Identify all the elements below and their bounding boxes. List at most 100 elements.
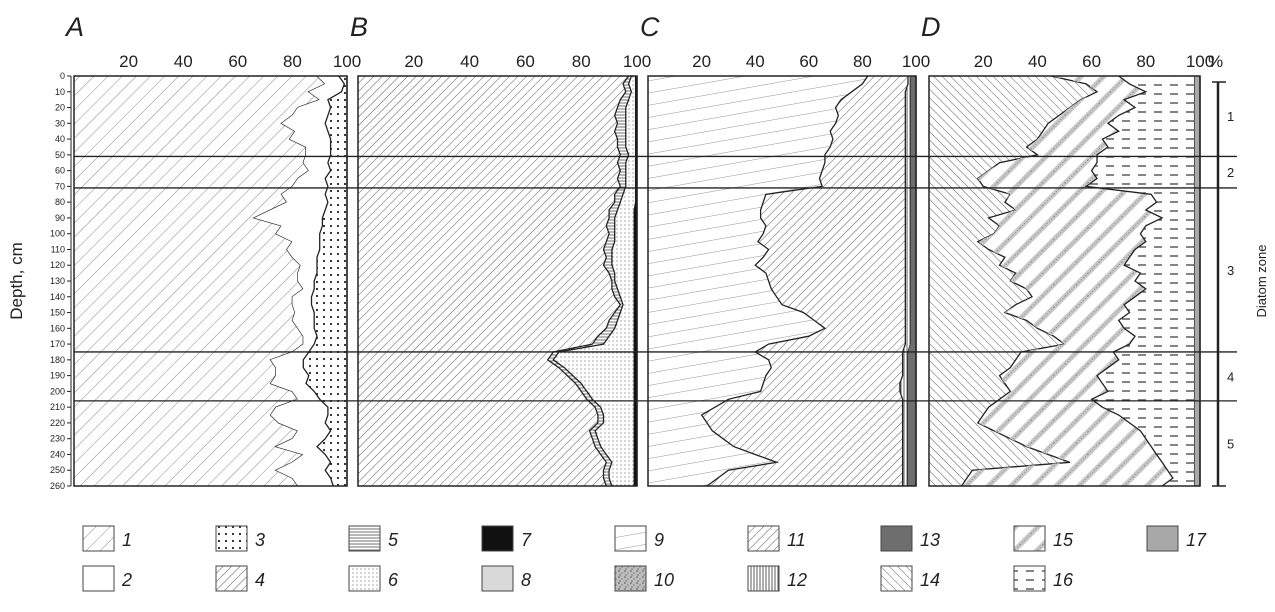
depth-tick-label: 100 xyxy=(50,229,65,239)
panel-frame xyxy=(928,75,1201,487)
zone-label: 5 xyxy=(1227,436,1234,451)
legend-label-10: 10 xyxy=(654,570,674,590)
band-series-11 xyxy=(701,76,908,486)
panel-letter: B xyxy=(350,12,368,42)
legend-label-7: 7 xyxy=(521,530,532,550)
depth-tick-label: 180 xyxy=(50,355,65,365)
x-tick-label: 100 xyxy=(333,52,361,71)
depth-tick-label: 150 xyxy=(50,308,65,318)
depth-tick-label: 60 xyxy=(55,166,65,176)
y-axis-title: Depth, cm xyxy=(7,242,26,319)
legend-label-11: 11 xyxy=(787,530,806,550)
band-series-13 xyxy=(908,76,916,486)
legend-label-16: 16 xyxy=(1053,570,1074,590)
panel-d: D 20 40 60 80 100 xyxy=(921,12,1214,487)
x-tick-label: 100 xyxy=(1186,52,1214,71)
panel-letter: C xyxy=(640,12,660,42)
depth-tick-label: 200 xyxy=(50,386,65,396)
depth-tick-label: 10 xyxy=(55,87,65,97)
x-tick-label: 40 xyxy=(174,52,193,71)
panel-a: A 20 40 60 80 100 xyxy=(64,12,361,487)
zone-label: 3 xyxy=(1227,263,1234,278)
x-tick-label: 20 xyxy=(404,52,423,71)
legend-label-13: 13 xyxy=(920,530,940,550)
panel-frame xyxy=(647,75,917,487)
x-tick-label: 20 xyxy=(119,52,138,71)
legend-swatch-10 xyxy=(614,565,647,592)
x-tick-label: 40 xyxy=(746,52,765,71)
x-tick-label: 20 xyxy=(692,52,711,71)
x-tick-label: 80 xyxy=(1136,52,1155,71)
x-tick-label: 60 xyxy=(516,52,535,71)
legend-swatch-7 xyxy=(481,525,514,552)
legend-label-2: 2 xyxy=(121,570,132,590)
legend-label-9: 9 xyxy=(654,530,664,550)
x-tick-label: 100 xyxy=(623,52,651,71)
legend-swatch-11 xyxy=(747,525,780,552)
legend-swatch-13 xyxy=(880,525,913,552)
panel-letter: D xyxy=(921,12,941,42)
legend-swatch-12 xyxy=(747,565,780,592)
depth-tick-label: 160 xyxy=(50,323,65,333)
band-series-16 xyxy=(1086,76,1195,486)
x-tick-label: 80 xyxy=(853,52,872,71)
legend-swatch-1 xyxy=(82,525,115,552)
legend-label-12: 12 xyxy=(787,570,807,590)
depth-tick-label: 90 xyxy=(55,213,65,223)
legend-swatch-5 xyxy=(348,525,381,552)
legend-swatch-14 xyxy=(880,565,913,592)
band-series-6 xyxy=(553,76,636,486)
legend-swatch-15 xyxy=(1013,525,1046,552)
legend-label-17: 17 xyxy=(1186,530,1207,550)
band-series-14 xyxy=(929,76,1097,486)
legend-label-15: 15 xyxy=(1053,530,1074,550)
depth-tick-label: 30 xyxy=(55,118,65,128)
depth-tick-label: 140 xyxy=(50,292,65,302)
legend-label-4: 4 xyxy=(255,570,265,590)
zone-label: 2 xyxy=(1227,165,1234,180)
band-series-3 xyxy=(303,76,347,486)
band-series-17 xyxy=(1194,76,1200,486)
x-tick-label: 60 xyxy=(228,52,247,71)
panel-letter: A xyxy=(64,12,84,42)
x-tick-label: 40 xyxy=(1028,52,1047,71)
depth-tick-label: 120 xyxy=(50,260,65,270)
legend-label-6: 6 xyxy=(388,570,399,590)
legend-swatch-2 xyxy=(82,565,115,592)
depth-tick-label: 40 xyxy=(55,134,65,144)
depth-tick-label: 260 xyxy=(50,481,65,491)
band-series-4 xyxy=(358,76,629,486)
x-tick-label: 100 xyxy=(902,52,930,71)
zone-label: 1 xyxy=(1227,109,1234,124)
legend-swatch-17 xyxy=(1146,525,1179,552)
percent-symbol: % xyxy=(1208,52,1223,71)
x-tick-label: 80 xyxy=(572,52,591,71)
x-tick-label: 40 xyxy=(460,52,479,71)
panel-c: C 20 40 60 80 100 xyxy=(640,12,930,487)
legend-label-1: 1 xyxy=(122,530,132,550)
depth-tick-label: 80 xyxy=(55,197,65,207)
x-tick-label: 80 xyxy=(283,52,302,71)
band-series-2 xyxy=(254,76,345,486)
depth-tick-label: 110 xyxy=(51,244,65,254)
panel-frame xyxy=(357,75,638,487)
legend-label-14: 14 xyxy=(920,570,940,590)
depth-tick-label: 70 xyxy=(55,181,65,191)
depth-tick-label: 50 xyxy=(55,150,65,160)
depth-tick-label: 0 xyxy=(60,71,65,81)
depth-tick-label: 250 xyxy=(50,465,65,475)
x-tick-label: 60 xyxy=(799,52,818,71)
depth-tick-label: 220 xyxy=(50,418,65,428)
zone-axis-title: Diatom zone xyxy=(1254,245,1269,318)
zone-label: 4 xyxy=(1227,369,1234,384)
depth-tick-label: 20 xyxy=(55,103,65,113)
legend-swatch-8 xyxy=(481,565,514,592)
x-tick-label: 20 xyxy=(974,52,993,71)
band-series-9 xyxy=(648,76,868,486)
panel-frame xyxy=(73,75,348,487)
depth-tick-label: 170 xyxy=(50,339,65,349)
band-series-1 xyxy=(74,76,326,486)
depth-tick-label: 210 xyxy=(50,402,65,412)
